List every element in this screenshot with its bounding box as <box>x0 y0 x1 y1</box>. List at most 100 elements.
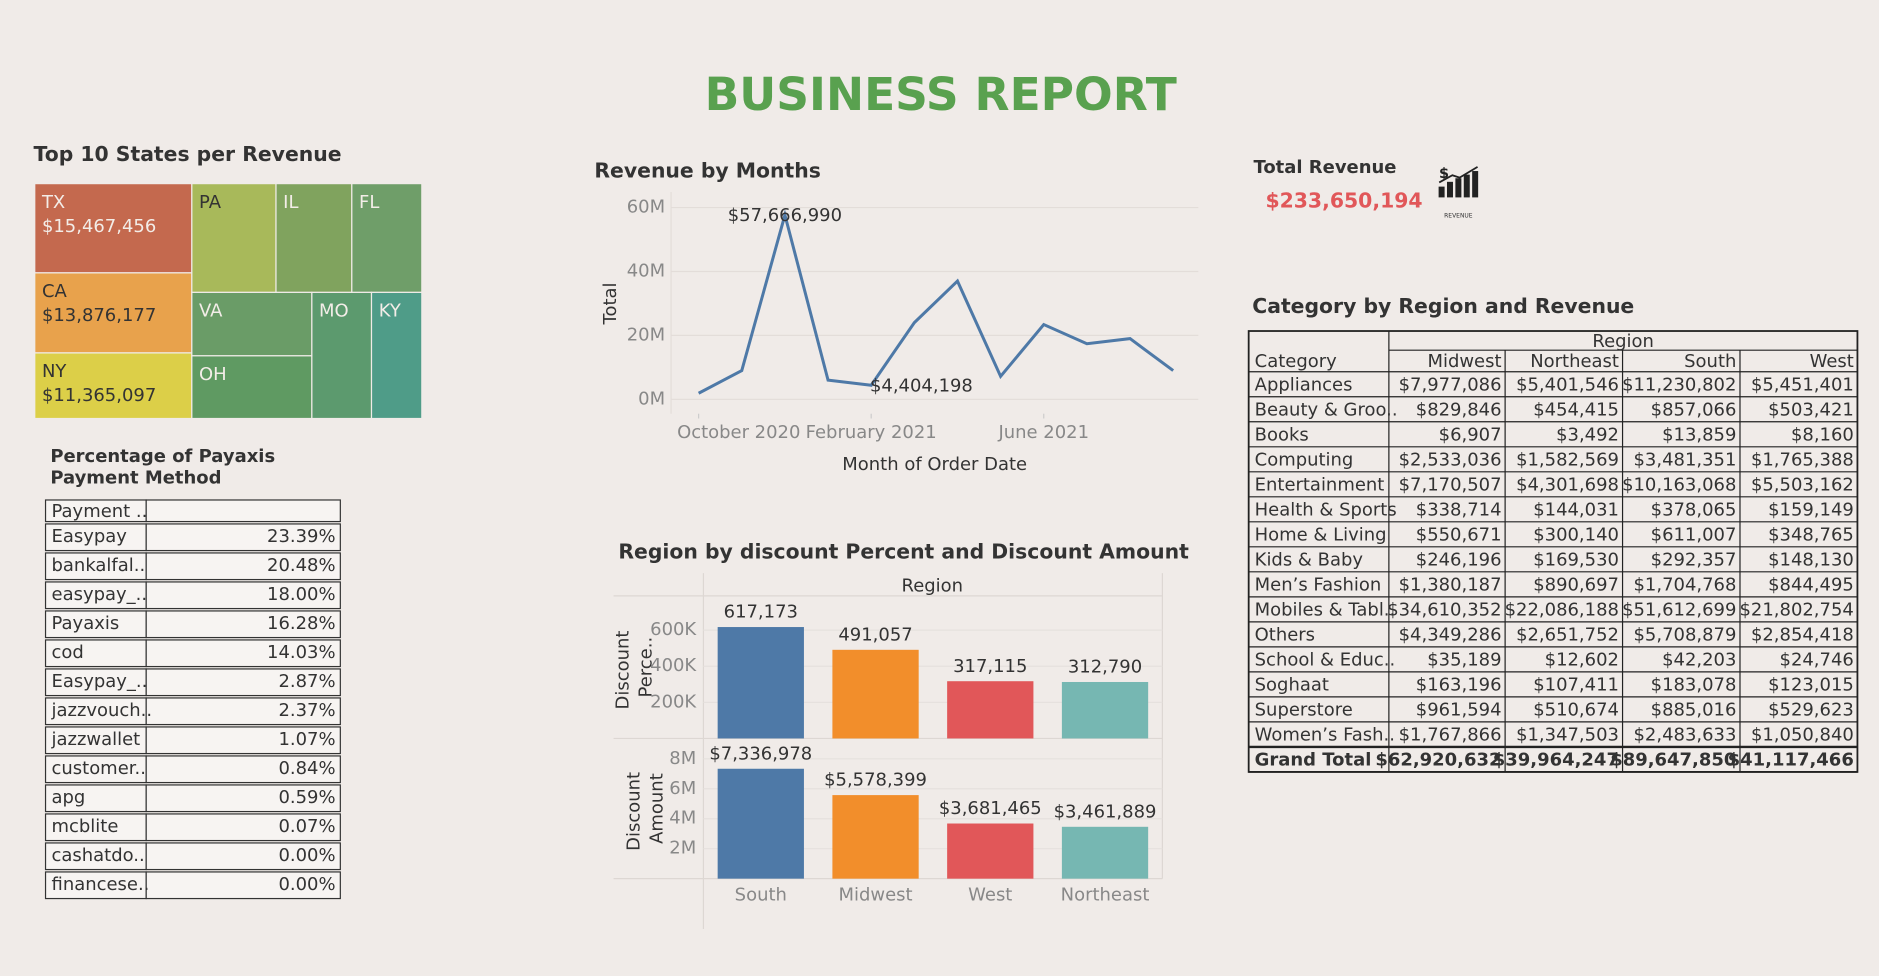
table-text: Easypay_.. <box>52 671 148 692</box>
table-cell <box>44 697 147 726</box>
bar <box>1061 826 1149 879</box>
text-line: Perce.. <box>636 637 657 698</box>
table-title: Percentage of Payaxis Payment Method <box>50 446 281 489</box>
table-text: $1,347,503 <box>1516 725 1619 746</box>
treemap-cell <box>191 291 313 357</box>
table-cell <box>44 813 147 842</box>
table-text: Health & Sports <box>1255 500 1397 521</box>
table-text: $829,846 <box>1416 399 1502 420</box>
table-text: Easypay <box>52 526 128 547</box>
table-text: financese.. <box>52 874 150 895</box>
table-text: $5,503,162 <box>1751 475 1854 496</box>
table-text: $550,671 <box>1416 525 1502 546</box>
chart-title: Revenue by Months <box>594 159 820 183</box>
table-text: 2.87% <box>278 671 335 692</box>
table-text: Payaxis <box>52 613 120 634</box>
table-text: $4,349,286 <box>1399 625 1502 646</box>
table-text: $4,301,698 <box>1516 475 1619 496</box>
y-tick-label: 0M <box>638 388 665 409</box>
treemap-value: $13,876,177 <box>42 305 156 326</box>
table-text: $5,451,401 <box>1751 374 1854 395</box>
treemap-cell <box>34 183 193 274</box>
table-text: 2.37% <box>278 700 335 721</box>
x-tick-label: West <box>968 884 1012 905</box>
table-text: $1,704,768 <box>1634 575 1737 596</box>
y-tick-label: 40M <box>627 260 665 281</box>
table-text: $348,765 <box>1768 525 1854 546</box>
table-text: 14.03% <box>267 642 336 663</box>
table-text: $144,031 <box>1533 500 1619 521</box>
kpi-label: Total Revenue <box>1253 157 1396 178</box>
x-tick-label: June 2021 <box>997 422 1089 443</box>
table-text: $961,594 <box>1416 700 1502 721</box>
chart-title: Top 10 States per Revenue <box>34 142 342 166</box>
table-column-header: Midwest <box>1427 351 1501 372</box>
treemap-cell <box>34 352 193 420</box>
table-header-cell <box>145 499 341 523</box>
treemap-label: VA <box>199 301 223 322</box>
table-text: $3,492 <box>1556 424 1619 445</box>
table-text: $1,050,840 <box>1751 725 1854 746</box>
table-text: $3,481,351 <box>1634 449 1737 470</box>
table-cell <box>145 755 341 784</box>
table-text: $22,086,188 <box>1505 600 1619 621</box>
table-cell <box>44 639 147 668</box>
table-text: $7,977,086 <box>1399 374 1502 395</box>
treemap-value: $11,365,097 <box>42 385 156 406</box>
table-text: $42,203 <box>1662 650 1736 671</box>
treemap-label: IL <box>283 192 298 213</box>
treemap-label: PA <box>199 192 222 213</box>
treemap-cell <box>191 183 277 293</box>
table-text: Grand Total <box>1255 750 1372 771</box>
bar <box>1061 681 1149 739</box>
text-line: Discount <box>613 625 634 710</box>
table-text: $159,149 <box>1768 500 1854 521</box>
table-text: $5,401,546 <box>1516 374 1619 395</box>
bar <box>717 627 804 739</box>
table-text: jazzvouch.. <box>51 700 153 721</box>
y-tick-label: 200K <box>650 691 697 712</box>
table-text: 0.07% <box>278 816 335 837</box>
table-text: $24,746 <box>1780 650 1854 671</box>
table-text: 20.48% <box>267 555 336 576</box>
table-text: 0.00% <box>278 845 335 866</box>
table-text: $89,647,850 <box>1610 750 1736 771</box>
table-text: $2,651,752 <box>1516 625 1619 646</box>
table-column-header: Northeast <box>1530 351 1619 372</box>
table-text: Beauty & Groo.. <box>1255 399 1398 420</box>
icon-bar <box>1463 174 1470 198</box>
table-text: $1,765,388 <box>1751 449 1854 470</box>
x-tick-label: October 2020 <box>677 422 800 443</box>
table-text: cod <box>52 642 84 663</box>
table-text: 0.00% <box>278 874 335 895</box>
treemap-value: $15,467,456 <box>42 216 156 237</box>
text-line: Percentage of Payaxis <box>50 446 281 467</box>
table-text: 0.59% <box>278 787 335 808</box>
header: Region <box>902 575 964 596</box>
table-cell <box>44 726 147 755</box>
treemap-cell <box>191 355 313 420</box>
table-text: $21,802,754 <box>1740 600 1854 621</box>
table-text: $123,015 <box>1768 675 1854 696</box>
y-tick-label: 2M <box>669 838 696 859</box>
treemap-label: TX <box>41 192 65 213</box>
table-column-header: South <box>1684 351 1736 372</box>
data-label: $3,681,465 <box>939 798 1042 819</box>
table-text: $1,582,569 <box>1516 449 1619 470</box>
table-text: Home & Living <box>1255 525 1387 546</box>
table-text: $107,411 <box>1533 675 1619 696</box>
icon-bar <box>1472 171 1479 198</box>
table-text: Appliances <box>1255 374 1353 395</box>
x-tick-label: Midwest <box>839 884 913 905</box>
table-text: customer.. <box>52 758 146 779</box>
table-text: Kids & Baby <box>1255 550 1364 571</box>
table-text: $300,140 <box>1533 525 1619 546</box>
table-text: Entertainment <box>1255 475 1385 496</box>
y-tick-label: 400K <box>650 655 697 676</box>
y-tick-label: 600K <box>650 619 697 640</box>
table-cell <box>44 755 147 784</box>
table-text: $1,380,187 <box>1399 575 1502 596</box>
y-tick-label: 20M <box>627 324 665 345</box>
y-tick-label: 6M <box>669 778 696 799</box>
